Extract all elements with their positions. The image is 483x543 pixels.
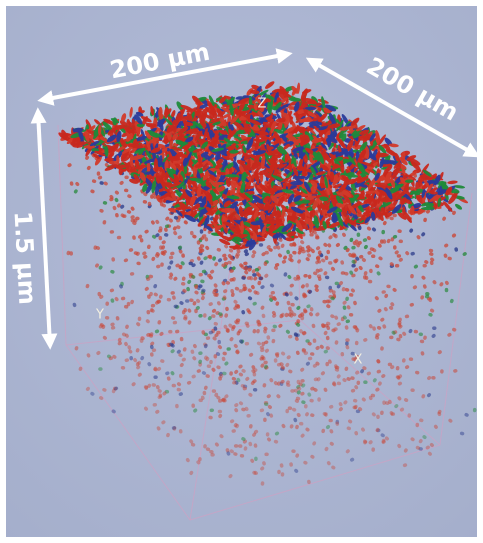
particle (445, 288, 449, 292)
page: 200 μm 200 μm 1.5 μm Z Y X (() => { cons… (0, 0, 483, 543)
z-axis-label: Z (258, 97, 267, 112)
particle (241, 221, 244, 234)
particle (395, 264, 399, 268)
particle (393, 245, 397, 249)
particle (154, 158, 158, 172)
particle (259, 243, 263, 247)
particle (380, 160, 391, 165)
x-axis-label: X (354, 353, 363, 368)
height-label: 1.5 μm (9, 211, 42, 306)
y-axis-label: Y (95, 308, 104, 323)
render-image: 200 μm 200 μm 1.5 μm Z Y X (0, 0, 483, 543)
particle (309, 233, 313, 237)
particle (305, 339, 309, 343)
particle (371, 254, 375, 258)
